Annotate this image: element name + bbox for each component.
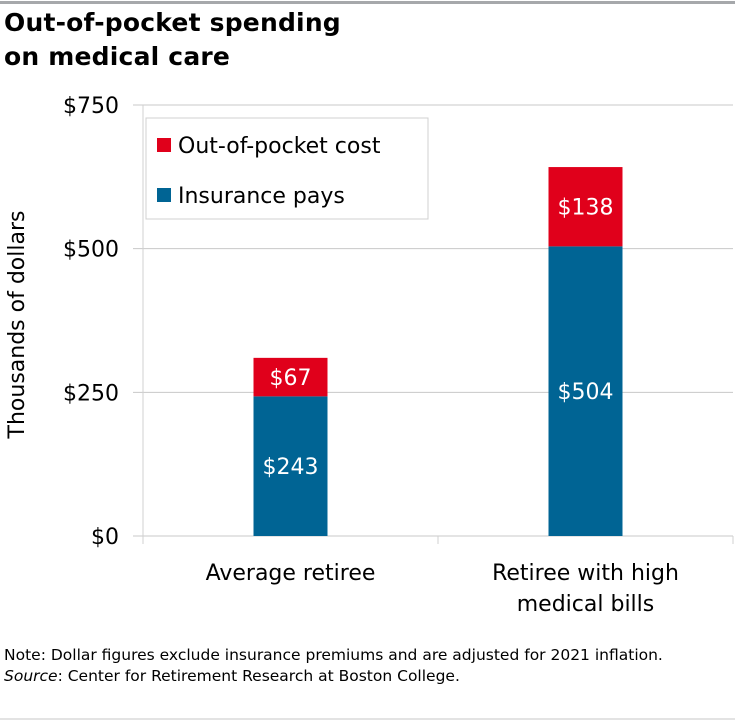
data-label: $504 [558, 380, 614, 405]
chart-title: Out-of-pocket spending on medical care [4, 6, 341, 74]
source-text: : Center for Retirement Research at Bost… [57, 667, 460, 685]
bottom-rule [0, 718, 735, 720]
title-line-2: on medical care [4, 42, 231, 71]
legend-label: Insurance pays [178, 184, 345, 209]
y-tick-label: $750 [63, 94, 119, 119]
x-tick-label: medical bills [517, 592, 655, 617]
bar-segment [548, 246, 623, 537]
data-label: $138 [558, 196, 614, 221]
legend-swatch [157, 138, 171, 152]
source-label: Source [4, 667, 58, 685]
data-label: $67 [270, 366, 312, 391]
x-tick-label: Average retiree [206, 561, 376, 586]
y-axis-label: Thousands of dollars [5, 211, 30, 440]
bar-segment [548, 167, 623, 247]
bar-segment [253, 357, 328, 397]
note-text: Note: Dollar figures exclude insurance p… [4, 646, 663, 664]
y-tick-label: $0 [91, 525, 119, 550]
y-tick-label: $500 [63, 238, 119, 263]
y-tick-label: $250 [63, 381, 119, 406]
title-line-1: Out-of-pocket spending [4, 8, 341, 37]
top-rule [0, 1, 735, 4]
bar-segment [253, 396, 328, 536]
chart-note: Note: Dollar figures exclude insurance p… [4, 645, 724, 687]
legend-label: Out-of-pocket cost [178, 134, 381, 159]
legend-swatch [157, 188, 171, 202]
legend-box [145, 117, 429, 220]
data-label: $243 [263, 455, 319, 480]
bar-chart: $0 $250 $500 $750 Thousands of dollars $243 $6… [5, 94, 734, 617]
x-tick-label: Retiree with high [492, 561, 679, 586]
source-line: Source: Center for Retirement Research a… [4, 666, 724, 687]
